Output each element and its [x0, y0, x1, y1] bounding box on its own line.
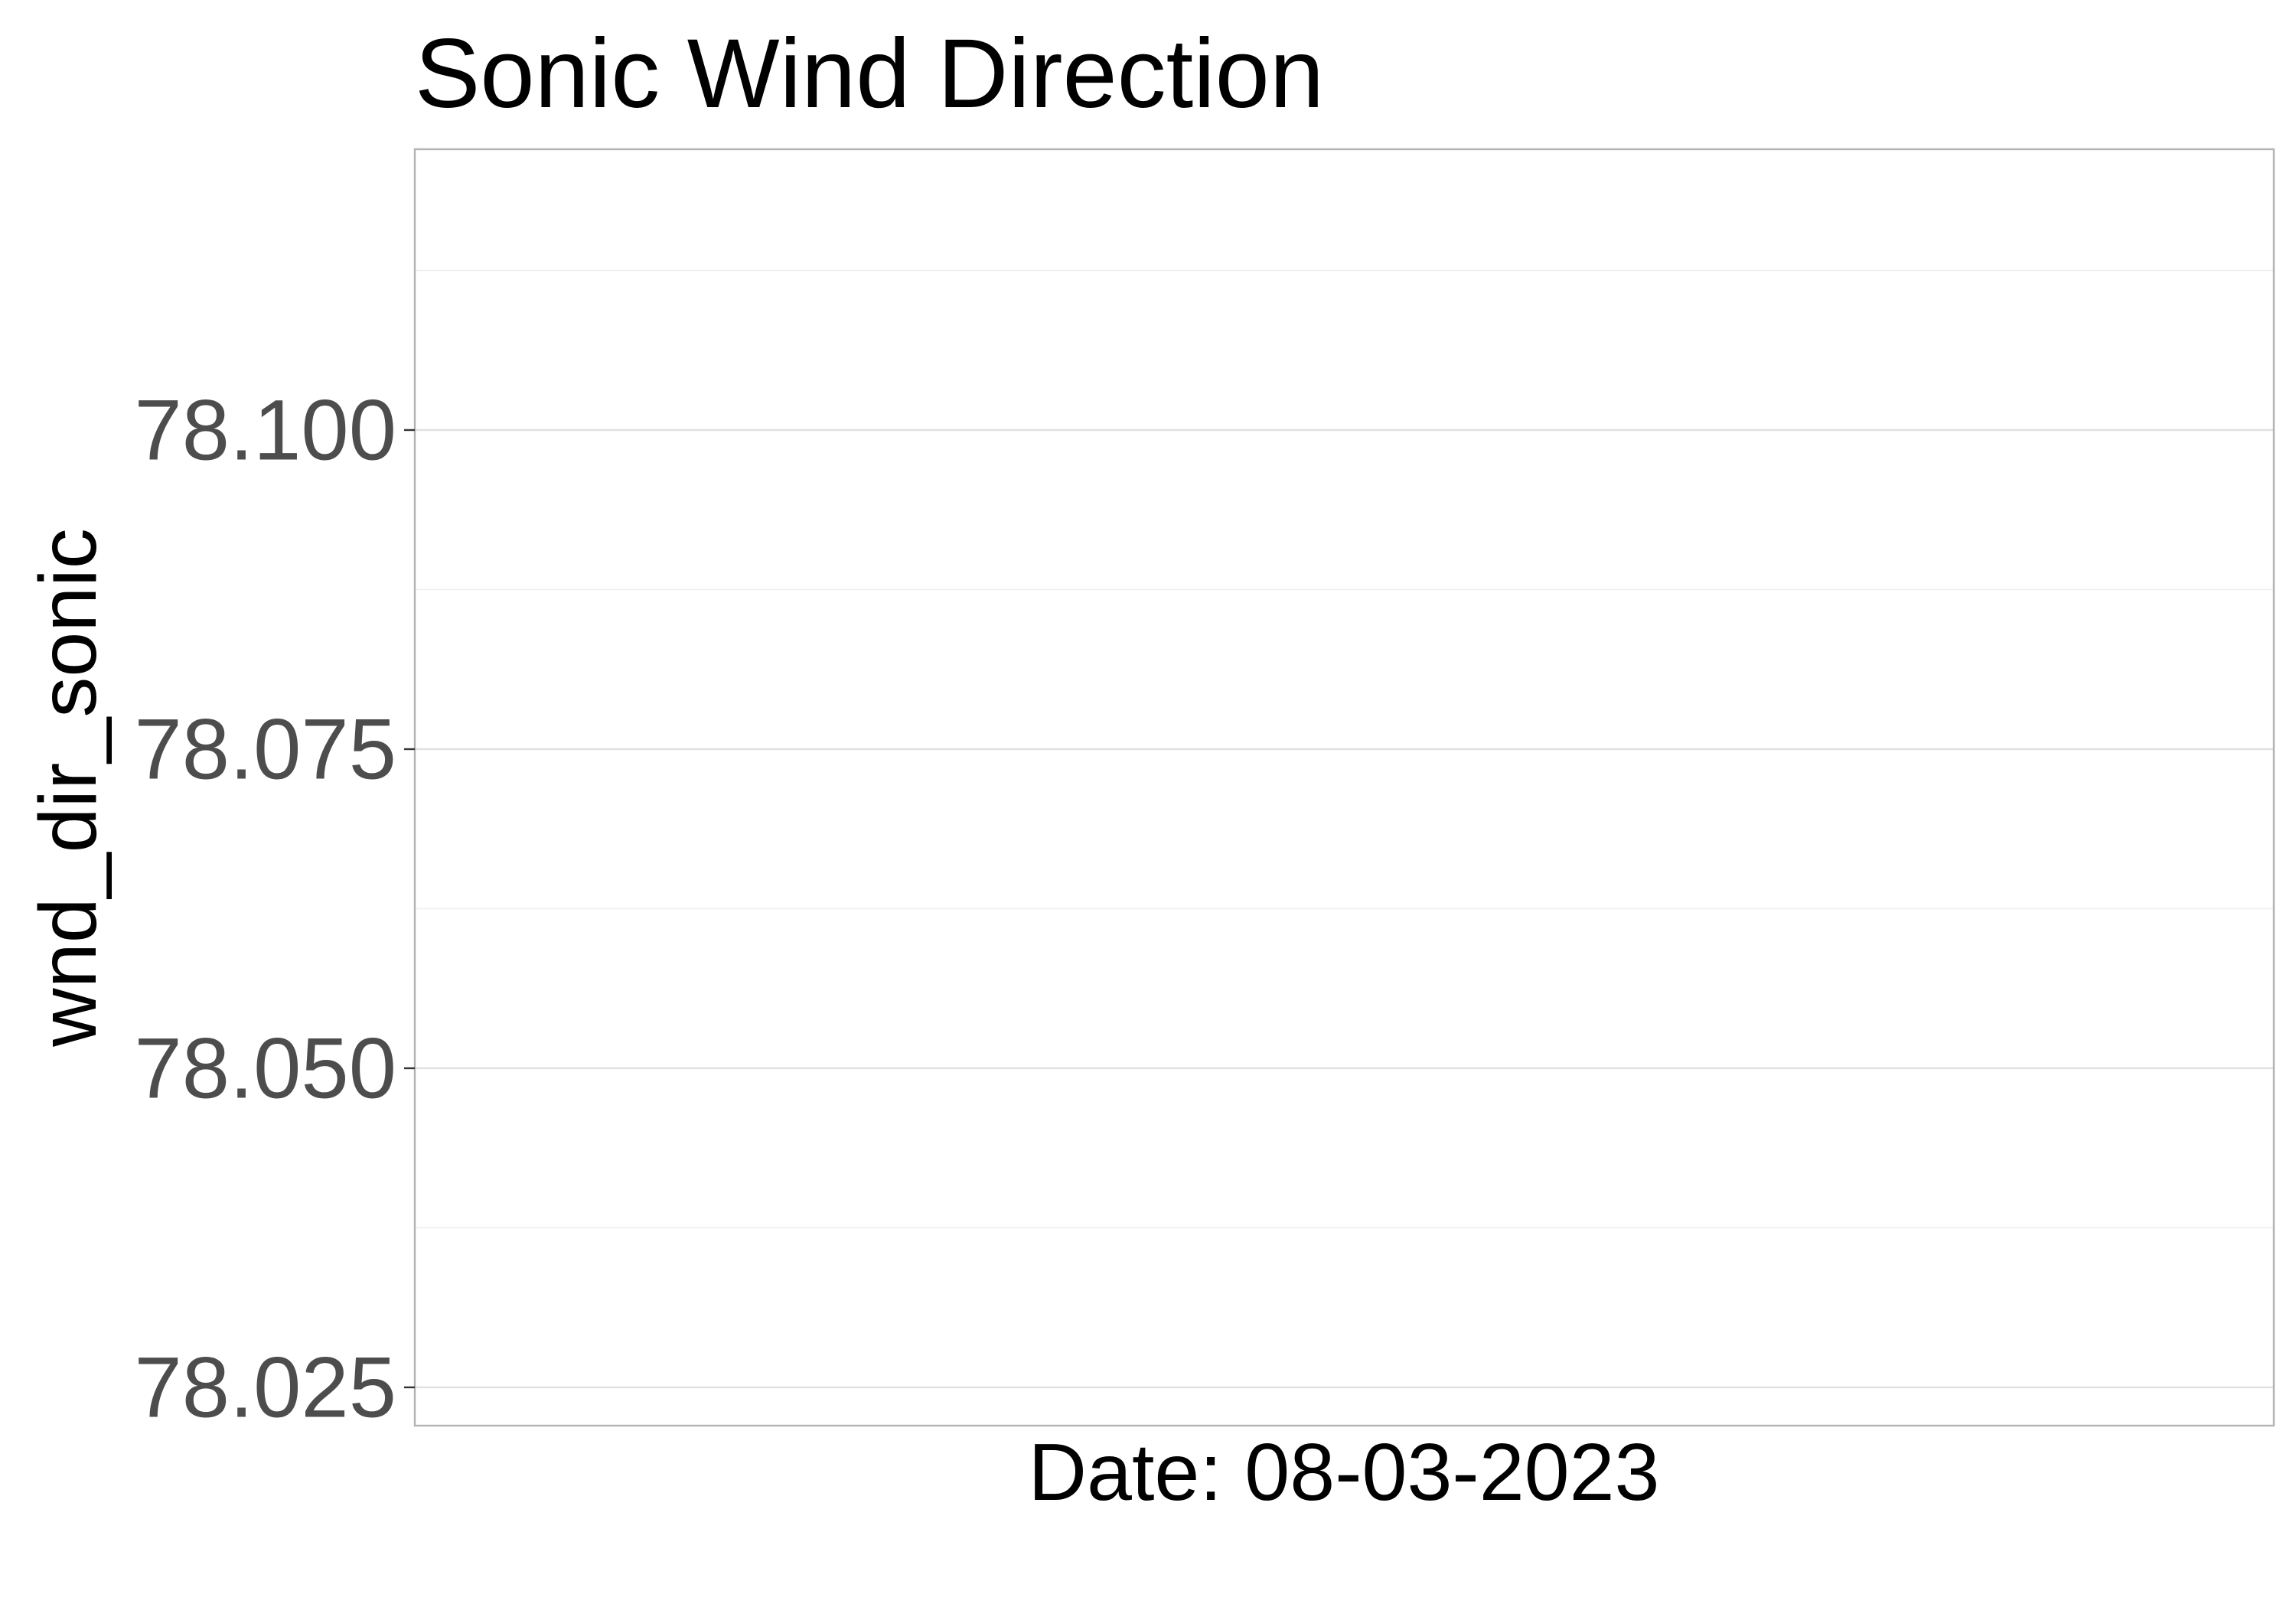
major-gridlines	[415, 429, 2274, 1389]
plot-panel	[413, 148, 2275, 1427]
y-tick-label: 78.100	[134, 382, 396, 478]
y-axis-title: wnd_dir_sonic	[23, 528, 113, 1048]
y-tick-label: 78.050	[134, 1020, 396, 1116]
x-axis-title: Date: 08-03-2023	[1028, 1427, 1659, 1517]
y-tick-label: 78.025	[134, 1339, 396, 1435]
minor-gridlines	[415, 269, 2274, 1229]
chart-title: Sonic Wind Direction	[415, 19, 1324, 129]
y-tick-label: 78.075	[134, 701, 396, 797]
y-axis-ticks	[404, 429, 415, 1389]
y-axis-tick-labels: 78.025 78.050 78.075 78.100	[134, 382, 396, 1435]
